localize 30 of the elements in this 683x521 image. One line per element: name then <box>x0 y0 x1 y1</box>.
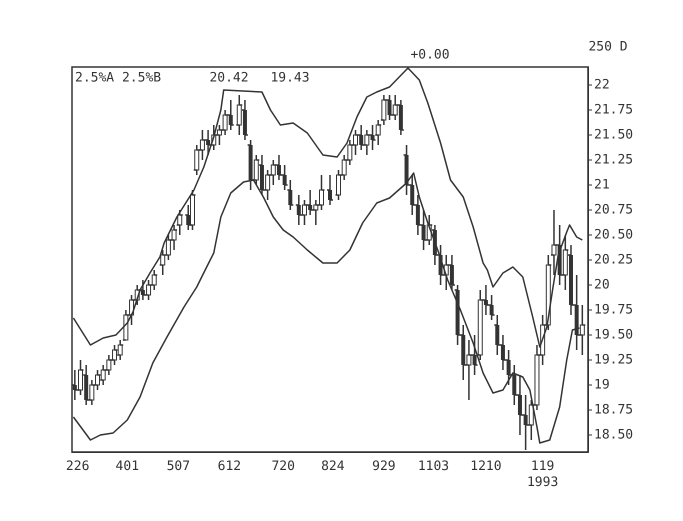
x-tick-label: 507 <box>166 459 190 474</box>
x-tick-label: 612 <box>218 459 242 474</box>
y-tick-label: 20.75 <box>594 202 634 218</box>
x-tick-label: 1210 <box>470 459 502 474</box>
y-tick-label: 19.50 <box>594 327 634 342</box>
text: +0.00 <box>410 47 450 62</box>
x-tick-label: 119 1993 <box>526 459 558 490</box>
x-tick-label: 226 <box>66 459 90 474</box>
x-tick-label: 824 <box>321 459 345 474</box>
y-tick-label: 20 <box>594 277 610 292</box>
y-tick-label: 19 <box>594 377 610 392</box>
y-tick-label: 21 <box>594 177 610 192</box>
y-tick-label: 21.50 <box>594 127 634 142</box>
y-tick-label: 20.50 <box>594 227 634 242</box>
x-tick-label: 720 <box>271 459 295 474</box>
y-tick-label: 21.75 <box>594 102 634 118</box>
y-tick-label: 22 <box>594 77 610 92</box>
x-tick-label: 1103 <box>418 459 450 474</box>
y-tick-label: 19.25 <box>594 352 634 368</box>
y-tick-label: 19.75 <box>594 302 634 318</box>
annotation: 19.43 <box>270 70 310 86</box>
x-tick-label: 401 <box>116 459 140 474</box>
y-tick-label: 18.75 <box>594 402 634 418</box>
text: 250 D <box>588 39 628 54</box>
y-tick-label: 21.25 <box>594 152 634 168</box>
y-tick-label: 20.25 <box>594 252 634 268</box>
annotation: 20.42 <box>209 70 249 86</box>
annotation: 2.5%A 2.5%B <box>75 70 162 86</box>
x-tick-label: 929 <box>372 459 396 474</box>
y-tick-label: 18.50 <box>594 427 634 442</box>
